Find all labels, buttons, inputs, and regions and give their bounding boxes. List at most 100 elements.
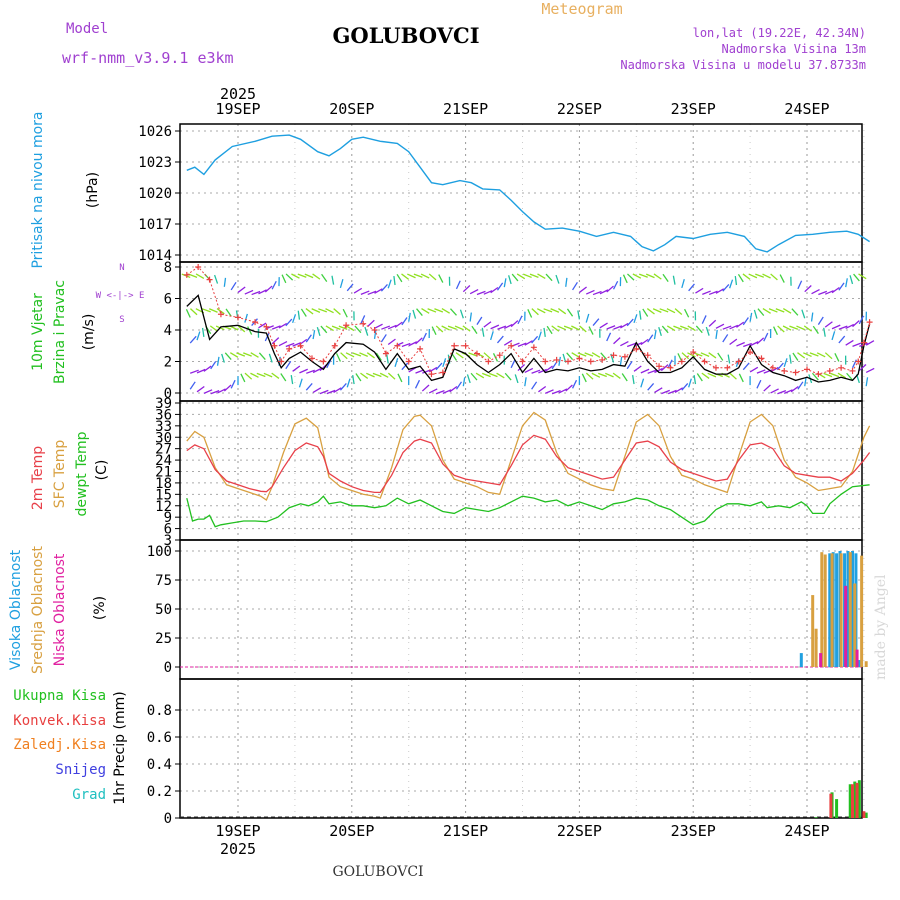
y-tick-label: 0: [164, 660, 172, 676]
wind-gust-marker: [804, 366, 810, 373]
wind-arrow: [640, 378, 645, 388]
day-label-bottom: 23SEP: [671, 822, 716, 840]
wind-arrow: [459, 309, 464, 319]
wind-arrow: [394, 357, 399, 367]
cloud-side-title-2: Srednja Oblacnost: [30, 546, 46, 674]
wind-arrow: [727, 354, 731, 364]
cloud-bar-mid: [823, 554, 827, 667]
wind-arrow: [831, 324, 841, 330]
wind-arrow: [305, 334, 312, 343]
wind-arrow: [722, 284, 730, 292]
wind-gust-marker: [621, 353, 628, 360]
wind-arrow: [291, 273, 300, 279]
day-label-bottom: 19SEP: [215, 822, 260, 840]
wind-gust-marker: [485, 358, 492, 365]
wind-arrow: [753, 309, 758, 319]
wind-arrow: [577, 310, 581, 320]
wind-arrow: [441, 325, 450, 331]
wind-arrow: [717, 352, 724, 361]
wind-arrow: [319, 389, 329, 395]
wind-arrow: [503, 339, 513, 346]
precip-bar-total: [848, 784, 852, 818]
wind-arrow: [476, 290, 486, 296]
wind-arrow: [845, 278, 848, 288]
cloud-bar-mid: [830, 553, 834, 667]
wind-arrow: [244, 289, 254, 295]
wind-arrow: [312, 330, 316, 340]
wind-arrow: [818, 290, 828, 296]
wind-arrow: [229, 325, 239, 331]
wind-arrow: [240, 373, 246, 383]
wind-gust-marker: [320, 358, 327, 365]
wind-arrow: [537, 273, 546, 280]
wind-arrow: [217, 388, 226, 394]
wind-arrow: [755, 273, 764, 278]
wind-arrow: [401, 317, 408, 326]
wind-gust-marker: [860, 339, 867, 346]
wind-arrow: [756, 369, 766, 374]
wind-arrow: [201, 327, 205, 337]
wind-arrow: [524, 377, 527, 387]
temp-side-title-1: 2m Temp: [30, 446, 46, 510]
wind-arrow: [355, 373, 362, 382]
wind-gust-marker: [286, 345, 293, 352]
wind-arrow: [434, 308, 444, 313]
wind-arrow: [531, 369, 541, 374]
wind-arrow: [809, 352, 819, 357]
wind-arrow: [318, 308, 327, 313]
wind-arrow: [696, 373, 703, 382]
wind-arrow: [680, 325, 689, 330]
wind-gust-marker: [343, 322, 350, 329]
wind-gust-marker: [565, 358, 572, 365]
wind-arrow: [271, 372, 280, 379]
y-tick-label: 1020: [138, 186, 172, 202]
wind-arrow: [715, 288, 725, 294]
wind-arrow: [557, 325, 567, 331]
wind-arrow: [441, 308, 450, 314]
wind-arrow: [278, 322, 288, 329]
wind-arrow: [565, 384, 573, 392]
wind-arrow: [514, 374, 519, 384]
wind-arrow: [845, 339, 854, 346]
wind-arrow: [268, 353, 273, 363]
wind-arrow: [789, 325, 799, 330]
day-label-top: 24SEP: [784, 100, 829, 118]
pressure-series-line: [186, 134, 870, 253]
wind-arrow: [858, 364, 867, 372]
wind-arrow: [292, 365, 301, 372]
pressure-side-title: Pritisak na nivou mora: [30, 111, 46, 268]
wind-arrow: [181, 273, 191, 279]
wind-arrow: [393, 275, 396, 286]
wind-arrow: [381, 325, 391, 330]
precip-legend-conv: Konvek.Kisa: [13, 713, 106, 729]
wind-arrow: [571, 352, 580, 358]
wind-arrow: [331, 275, 335, 285]
wind-arrow: [292, 341, 302, 347]
wind-arrow: [271, 280, 277, 290]
wind-arrow: [613, 337, 621, 345]
wind-arrow: [846, 372, 854, 381]
wind-arrow: [359, 352, 368, 357]
wind-arrow: [326, 389, 336, 395]
wind-arrow: [632, 375, 635, 385]
wind-arrow: [543, 308, 553, 313]
wind-arrow: [661, 325, 669, 334]
wind-arrow: [342, 308, 348, 318]
wind-arrow: [352, 375, 355, 385]
wind-arrow: [216, 356, 220, 366]
wind-arrow: [345, 325, 355, 332]
wind-arrow: [431, 326, 437, 336]
wind-arrow: [258, 289, 267, 295]
wind-gust-marker: [235, 314, 241, 321]
wind-gust-marker: [508, 342, 515, 349]
wind-gust-marker: [195, 264, 202, 270]
wind-arrow: [243, 352, 252, 357]
wind-arrow: [527, 309, 533, 318]
wind-arrow: [545, 273, 553, 282]
wind-arrow: [606, 332, 612, 342]
cloud-bar-mid: [839, 553, 843, 667]
wind-arrow: [581, 373, 587, 383]
wind-arrow: [263, 372, 273, 378]
wind-arrow: [483, 352, 492, 360]
